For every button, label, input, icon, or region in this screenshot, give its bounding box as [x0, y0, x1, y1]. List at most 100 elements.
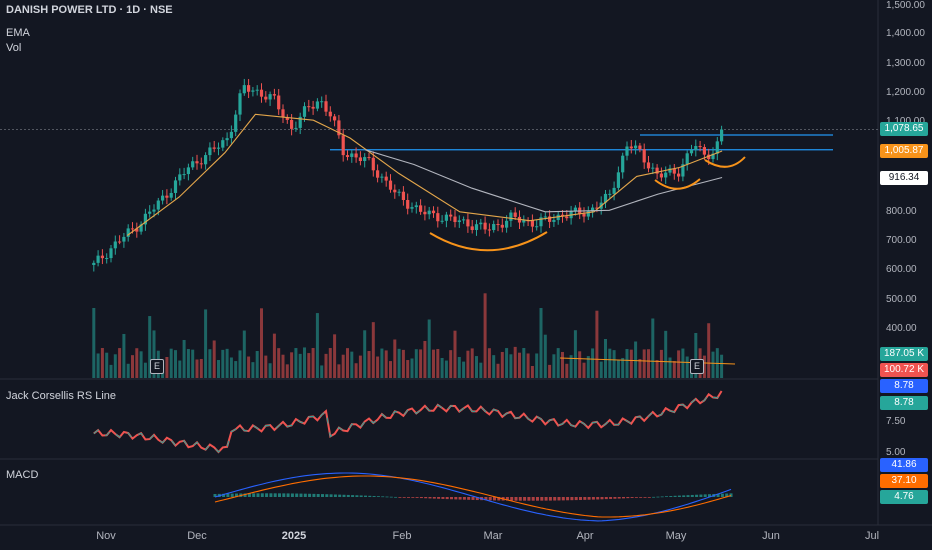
- macd-histogram-bar: [566, 497, 570, 501]
- macd-histogram-bar: [278, 493, 281, 497]
- candle-body: [474, 224, 479, 230]
- candle-body: [221, 140, 225, 148]
- volume-bar: [444, 360, 448, 378]
- volume-bar: [612, 350, 616, 378]
- rs-pane-label[interactable]: Jack Corsellis RS Line: [6, 390, 117, 402]
- volume-bar: [470, 348, 474, 378]
- signal-badge: 37.10: [880, 474, 928, 488]
- candle-body: [126, 228, 130, 237]
- macd-histogram-bar: [583, 497, 587, 500]
- volume-ma-line: [559, 357, 736, 365]
- macd-histogram-bar: [445, 497, 449, 500]
- candle-body: [410, 207, 414, 209]
- candle-body: [109, 248, 113, 259]
- volume-bar: [530, 365, 534, 378]
- candle-body: [173, 180, 178, 193]
- ema-legend-label[interactable]: EMA: [6, 27, 30, 39]
- volume-bar: [346, 348, 349, 378]
- macd-pane-label[interactable]: MACD: [6, 469, 39, 481]
- time-tick: Jul: [864, 530, 880, 542]
- candle-body: [702, 147, 706, 155]
- candle-body: [642, 149, 646, 163]
- macd-histogram-bar: [415, 497, 419, 498]
- last-price-badge: 1,078.65: [880, 122, 928, 136]
- volume-ma-badge: 100.72 K: [880, 363, 928, 377]
- candle-body: [234, 114, 238, 132]
- handle-annotation: [704, 156, 746, 168]
- macd-histogram-bar: [548, 497, 552, 501]
- earnings-event-marker[interactable]: E: [150, 359, 164, 374]
- time-tick: Nov: [96, 530, 116, 542]
- macd-histogram-bar: [540, 497, 544, 501]
- macd-histogram-bar: [230, 493, 234, 497]
- macd-histogram-bar: [308, 493, 312, 497]
- volume-bar: [457, 357, 461, 378]
- volume-bar: [376, 356, 380, 378]
- vol-legend-label[interactable]: Vol: [6, 42, 22, 54]
- ema-long-line: [365, 149, 723, 213]
- candle-body: [225, 138, 229, 141]
- candle-body: [294, 127, 298, 129]
- candle-body: [118, 241, 122, 243]
- macd-badge: 41.86: [880, 458, 928, 472]
- volume-bar: [672, 361, 676, 378]
- macd-histogram-bar: [527, 497, 531, 501]
- candle-body: [186, 167, 190, 175]
- macd-histogram-bar: [596, 497, 600, 500]
- macd-histogram-bar: [475, 497, 479, 501]
- candle-body: [655, 167, 659, 174]
- volume-bar: [573, 330, 577, 378]
- macd-histogram-bar: [351, 495, 355, 497]
- macd-histogram-bar: [450, 497, 453, 500]
- macd-histogram-bar: [376, 496, 380, 497]
- volume-bar: [543, 334, 547, 378]
- volume-bar: [152, 330, 156, 378]
- volume-bar: [625, 349, 629, 378]
- volume-bar: [513, 346, 517, 378]
- volume-bar: [242, 330, 246, 378]
- volume-bar: [182, 339, 186, 378]
- time-tick: May: [665, 530, 687, 542]
- volume-bar: [285, 364, 289, 378]
- volume-badge: 187.05 K: [880, 347, 928, 361]
- macd-histogram-bar: [372, 495, 376, 497]
- macd-histogram-bar: [665, 496, 668, 498]
- macd-histogram-bar: [570, 497, 574, 501]
- volume-bar: [380, 348, 384, 378]
- volume-bar: [298, 353, 302, 378]
- candle-body: [302, 106, 307, 117]
- time-tick: Mar: [483, 530, 503, 542]
- macd-histogram-bar: [647, 497, 651, 498]
- macd-histogram-bar: [462, 497, 466, 500]
- macd-histogram-bar: [299, 493, 303, 497]
- candle-body: [431, 210, 436, 214]
- macd-histogram-bar: [488, 497, 492, 501]
- macd-histogram-bar: [467, 497, 471, 500]
- earnings-event-marker[interactable]: E: [690, 359, 704, 374]
- candle-body: [556, 214, 560, 221]
- handle-annotation: [654, 178, 701, 190]
- volume-bar: [522, 348, 526, 378]
- candle-body: [711, 153, 715, 160]
- candle-body: [539, 217, 543, 227]
- candle-body: [255, 89, 259, 91]
- volume-bar: [131, 355, 134, 378]
- volume-bar: [526, 353, 530, 378]
- symbol-title[interactable]: DANISH POWER LTD · 1D · NSE: [6, 4, 173, 16]
- volume-bar: [367, 350, 371, 378]
- candle-body: [358, 157, 362, 162]
- volume-bar: [281, 354, 285, 378]
- macd-histogram-bar: [342, 494, 346, 497]
- candle-body: [122, 236, 126, 242]
- candle-body: [677, 173, 681, 177]
- price-tick: 1,400.00: [886, 28, 925, 39]
- volume-bar: [139, 351, 143, 378]
- candle-body: [612, 187, 616, 194]
- candle-body: [259, 89, 264, 97]
- candle-body: [281, 109, 285, 118]
- volume-bar: [92, 308, 96, 378]
- candle-body: [720, 129, 724, 142]
- volume-bar: [539, 308, 543, 378]
- candle-body: [419, 205, 423, 212]
